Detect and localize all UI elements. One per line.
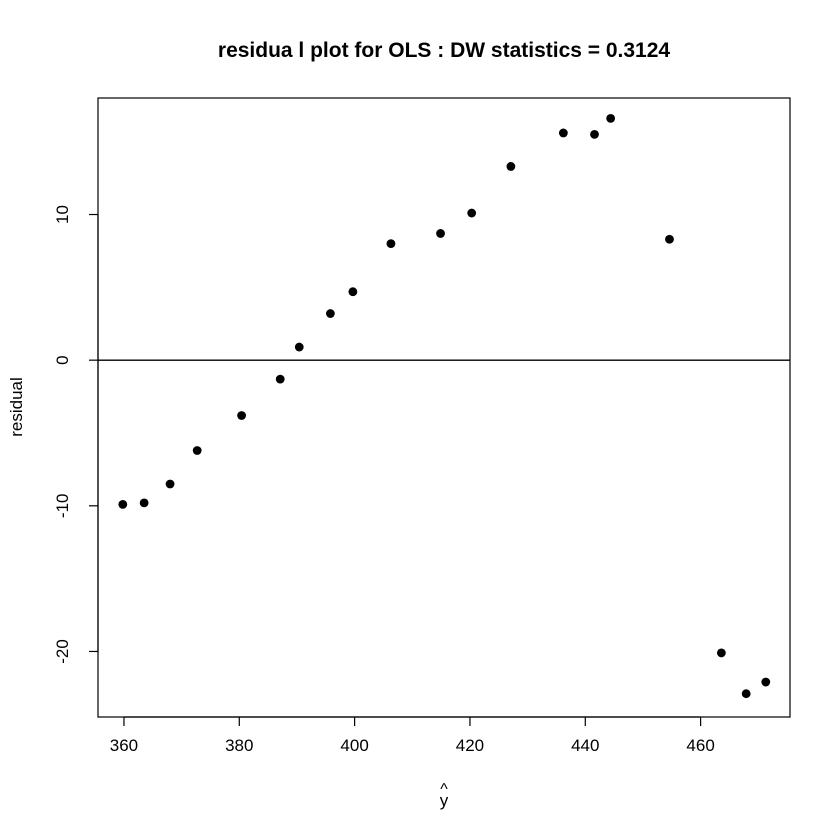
data-point bbox=[467, 208, 477, 218]
data-point bbox=[741, 689, 751, 699]
data-points bbox=[118, 113, 771, 699]
y-axis: -20 -10 0 10 bbox=[53, 205, 99, 664]
data-point bbox=[237, 411, 246, 420]
data-point bbox=[118, 499, 128, 509]
data-point bbox=[348, 287, 358, 297]
data-point bbox=[761, 677, 771, 687]
data-point bbox=[294, 342, 304, 352]
y-axis-label: residual bbox=[7, 377, 26, 437]
x-tick-label: 380 bbox=[225, 736, 253, 755]
y-tick-label: 0 bbox=[53, 355, 72, 364]
x-tick-label: 400 bbox=[340, 736, 368, 755]
x-tick-label: 440 bbox=[571, 736, 599, 755]
data-point bbox=[436, 229, 445, 238]
y-tick-label: 10 bbox=[53, 205, 72, 224]
plot-frame bbox=[97, 97, 791, 718]
x-axis-label-hat: ^ bbox=[440, 781, 448, 798]
data-point bbox=[165, 479, 175, 489]
chart-title: residua l plot for OLS : DW statistics =… bbox=[218, 39, 671, 62]
data-point bbox=[325, 309, 335, 318]
x-axis: 360 380 400 420 440 460 bbox=[110, 716, 715, 755]
x-tick-label: 460 bbox=[686, 736, 714, 755]
x-tick-label: 420 bbox=[456, 736, 484, 755]
data-point bbox=[716, 648, 726, 658]
x-tick-label: 360 bbox=[110, 736, 138, 755]
data-point bbox=[590, 130, 599, 139]
data-point bbox=[386, 239, 396, 249]
y-tick-label: -10 bbox=[53, 494, 72, 519]
data-point bbox=[139, 498, 149, 508]
data-point bbox=[506, 162, 516, 171]
data-point bbox=[606, 113, 616, 123]
x-axis-label: y bbox=[440, 791, 449, 810]
data-point bbox=[665, 234, 674, 244]
data-point bbox=[192, 446, 202, 455]
y-tick-label: -20 bbox=[53, 639, 72, 664]
data-point bbox=[275, 374, 285, 384]
data-point bbox=[558, 128, 568, 138]
